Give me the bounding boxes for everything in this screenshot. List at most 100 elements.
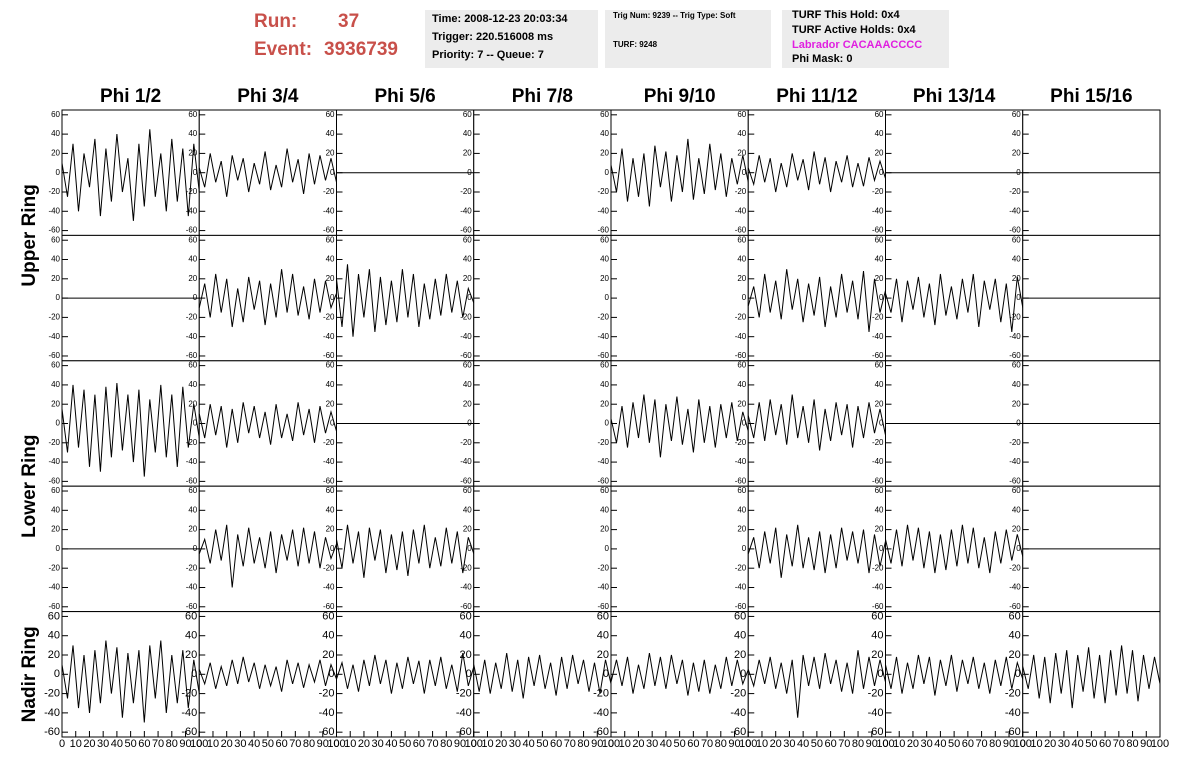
x-tick-label: 30 <box>1058 738 1070 750</box>
y-tick-label: 0 <box>742 544 747 553</box>
y-tick-label: -40 <box>597 206 609 215</box>
y-tick-label: 0 <box>193 168 198 177</box>
y-tick-label: 40 <box>463 380 472 389</box>
y-tick-label: 60 <box>1009 610 1021 622</box>
y-tick-label: 20 <box>326 274 335 283</box>
y-tick-label: 40 <box>875 380 884 389</box>
y-tick-label: 40 <box>463 505 472 514</box>
panel <box>473 109 612 236</box>
waveform <box>610 653 749 696</box>
y-tick-label: -40 <box>735 583 747 592</box>
panel <box>747 109 886 236</box>
y-tick-label: -40 <box>872 206 884 215</box>
x-tick-label: 80 <box>852 738 864 750</box>
waveform <box>885 654 1024 696</box>
x-tick-label: 100 <box>327 738 345 750</box>
y-tick-label: 60 <box>875 361 884 370</box>
y-tick-label: -20 <box>872 563 884 572</box>
y-tick-label: -40 <box>593 707 609 719</box>
y-tick-label: -20 <box>460 563 472 572</box>
x-tick-label: 100 <box>190 738 208 750</box>
y-tick-label: 60 <box>185 610 197 622</box>
y-tick-label: 60 <box>48 610 60 622</box>
x-tick-label: 10 <box>1030 738 1042 750</box>
y-tick-label: 60 <box>734 610 746 622</box>
y-tick-label: -20 <box>460 313 472 322</box>
y-tick-label: -60 <box>868 726 884 738</box>
x-tick-label: 20 <box>221 738 233 750</box>
y-tick-label: -40 <box>735 457 747 466</box>
y-tick-label: 40 <box>326 255 335 264</box>
y-tick-label: 20 <box>463 274 472 283</box>
x-tick-label: 30 <box>921 738 933 750</box>
y-tick-label: 60 <box>51 235 60 244</box>
x-tick-label: 50 <box>674 738 686 750</box>
x-tick-label: 40 <box>934 738 946 750</box>
y-tick-label: 20 <box>875 399 884 408</box>
y-tick-label: 60 <box>600 110 609 119</box>
y-tick-label: 40 <box>463 255 472 264</box>
y-tick-label: 0 <box>1016 293 1021 302</box>
y-tick-label: -60 <box>456 726 472 738</box>
x-tick-label: 70 <box>426 738 438 750</box>
y-tick-label: -20 <box>735 313 747 322</box>
y-tick-label: 60 <box>326 235 335 244</box>
x-tick-label: 60 <box>138 738 150 750</box>
y-tick-label: 20 <box>48 649 60 661</box>
y-tick-label: 60 <box>1012 361 1021 370</box>
y-tick-label: -60 <box>323 226 335 235</box>
y-tick-label: 0 <box>879 168 884 177</box>
y-tick-label: -60 <box>597 602 609 611</box>
y-tick-label: 40 <box>737 505 746 514</box>
turf-active: TURF Active Holds: 0x4 <box>792 24 917 36</box>
y-tick-label: 0 <box>467 419 472 428</box>
y-tick-label: 20 <box>600 149 609 158</box>
y-tick-label: -20 <box>872 313 884 322</box>
y-tick-label: -60 <box>460 226 472 235</box>
x-tick-label: 20 <box>495 738 507 750</box>
waveform <box>61 640 200 723</box>
waveform <box>747 650 886 718</box>
y-tick-label: -40 <box>1005 707 1021 719</box>
x-tick-label: 50 <box>1085 738 1097 750</box>
y-tick-label: -20 <box>735 563 747 572</box>
x-tick-label: 80 <box>1126 738 1138 750</box>
y-tick-label: -60 <box>323 476 335 485</box>
x-tick-label: 70 <box>838 738 850 750</box>
x-tick-label: 10 <box>344 738 356 750</box>
waveform <box>1022 645 1161 709</box>
x-tick-label: 50 <box>948 738 960 750</box>
x-tick-label: 50 <box>399 738 411 750</box>
x-tick-label: 80 <box>577 738 589 750</box>
y-tick-label: 40 <box>326 505 335 514</box>
y-tick-label: 60 <box>326 486 335 495</box>
y-tick-label: 40 <box>48 630 60 642</box>
y-tick-label: 20 <box>600 399 609 408</box>
waveform <box>198 269 337 328</box>
x-tick-label: 60 <box>550 738 562 750</box>
y-tick-label: -20 <box>460 187 472 196</box>
turf-hold: TURF This Hold: 0x4 <box>792 9 900 21</box>
y-tick-label: 20 <box>737 399 746 408</box>
y-tick-label: 40 <box>188 129 197 138</box>
y-tick-label: 60 <box>600 486 609 495</box>
x-tick-label: 70 <box>975 738 987 750</box>
y-tick-label: 60 <box>463 361 472 370</box>
x-tick-label: 80 <box>989 738 1001 750</box>
y-tick-label: 60 <box>326 361 335 370</box>
y-tick-label: 40 <box>737 255 746 264</box>
y-tick-label: -40 <box>730 707 746 719</box>
row-label: Lower Ring <box>19 434 40 537</box>
x-tick-label: 70 <box>152 738 164 750</box>
run-label: Run: <box>254 11 297 32</box>
x-tick-label: 90 <box>866 738 878 750</box>
panel <box>610 485 749 613</box>
x-tick-label: 20 <box>770 738 782 750</box>
y-tick-label: -40 <box>735 206 747 215</box>
y-tick-label: 0 <box>877 668 883 680</box>
info-box <box>425 10 598 68</box>
x-tick-label: 60 <box>687 738 699 750</box>
y-tick-label: 40 <box>185 630 197 642</box>
y-tick-label: -40 <box>48 332 60 341</box>
y-tick-label: 0 <box>1016 168 1021 177</box>
